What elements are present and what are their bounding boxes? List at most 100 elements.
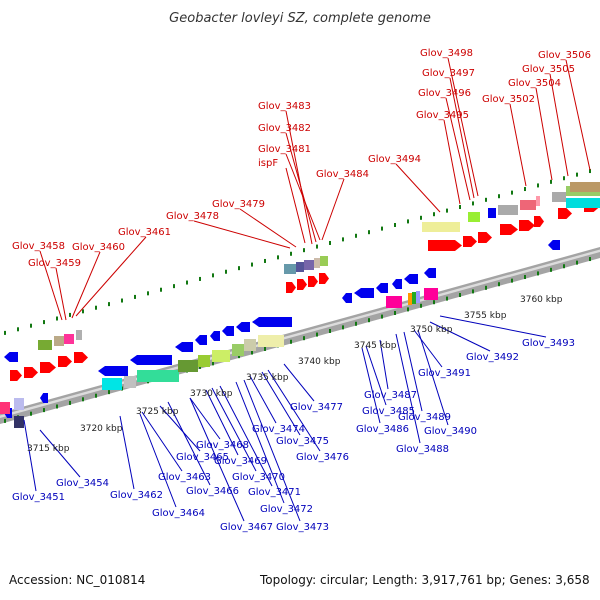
gene-reverse-arrow: [252, 317, 292, 327]
tick-mark-upper: [173, 284, 175, 289]
gene-feature-box: [102, 378, 122, 390]
tick-mark-lower: [43, 408, 45, 413]
leader-line-glov_3451: [23, 419, 37, 492]
gene-label-glov_3488: Glov_3488: [396, 444, 449, 455]
tick-mark-lower: [95, 393, 97, 398]
kbp-tick-label: 3735 kbp: [246, 373, 289, 383]
tick-mark-upper: [563, 176, 565, 181]
tick-mark-lower: [212, 361, 214, 366]
gene-feature-box: [124, 376, 136, 388]
gene-label-glov_3497: Glov_3497: [422, 68, 475, 79]
gene-forward-arrow: [40, 362, 56, 373]
gene-feature-box: [422, 222, 460, 232]
leader-line-glov_3496: [445, 97, 471, 201]
tick-mark-upper: [238, 266, 240, 271]
gene-feature-box: [386, 296, 402, 308]
tick-mark-upper: [459, 205, 461, 210]
tick-mark-upper: [17, 327, 19, 332]
gene-forward-arrow: [478, 232, 492, 243]
gene-feature-box: [408, 293, 412, 305]
tick-mark-upper: [485, 197, 487, 202]
tick-mark-lower: [69, 400, 71, 405]
leader-line-glov_3495: [443, 119, 461, 205]
gene-feature-box: [412, 292, 416, 304]
leader-line-glov_3471: [219, 385, 273, 487]
gene-feature-box: [54, 336, 64, 346]
tick-mark-upper: [134, 294, 136, 299]
gene-label-glov_3461: Glov_3461: [118, 227, 171, 238]
gene-label-glov_3454: Glov_3454: [56, 478, 109, 489]
gene-feature-box: [232, 344, 244, 356]
leader-line-glov_3481: [285, 153, 321, 241]
gene-reverse-arrow: [342, 293, 352, 303]
gene-reverse-arrow: [424, 268, 436, 278]
gene-feature-box: [520, 200, 536, 210]
tick-mark-upper: [355, 233, 357, 238]
gene-reverse-arrow: [210, 331, 220, 341]
tick-mark-upper: [147, 291, 149, 296]
tick-mark-lower: [381, 314, 383, 319]
gene-feature-box: [64, 334, 74, 344]
gene-feature-box: [284, 264, 296, 274]
leader-lines: [23, 57, 591, 522]
gene-forward-arrow: [24, 367, 38, 378]
leader-line-glov_3494: [395, 163, 441, 213]
gene-label-glov_3506: Glov_3506: [538, 50, 591, 61]
leader-line-glov_3478: [193, 220, 291, 249]
leader-line-glov_3493: [439, 315, 547, 338]
gene-label-glov_3475: Glov_3475: [276, 436, 329, 447]
tick-mark-upper: [550, 179, 552, 184]
tick-mark-lower: [290, 339, 292, 344]
kbp-tick-label: 3745 kbp: [354, 341, 397, 351]
tick-mark-lower: [303, 336, 305, 341]
tick-mark-upper: [4, 330, 6, 335]
leader-line-glov_3490: [417, 329, 449, 426]
gene-reverse-arrow: [195, 335, 207, 345]
gene-feature-box: [14, 398, 24, 410]
tick-mark-upper: [498, 194, 500, 199]
gene-label-glov_3471: Glov_3471: [248, 487, 301, 498]
gene-feature-box: [320, 256, 328, 266]
gene-label-glov_3466: Glov_3466: [186, 486, 239, 497]
leader-line-glov_3464: [139, 413, 177, 508]
tick-mark-lower: [355, 321, 357, 326]
tick-mark-upper: [407, 219, 409, 224]
gene-reverse-arrow: [40, 393, 48, 403]
leader-line-glov_3475: [261, 371, 301, 436]
tick-mark-upper: [290, 251, 292, 256]
gene-label-glov_3484: Glov_3484: [316, 169, 369, 180]
leader-line-glov_3489: [403, 331, 423, 412]
gene-feature-box: [566, 198, 600, 208]
gene-reverse-arrow: [354, 288, 374, 298]
tick-mark-upper: [95, 305, 97, 310]
gene-label-glov_3504: Glov_3504: [508, 78, 561, 89]
leader-line-glov_3482: [285, 132, 317, 243]
gene-forward-arrow: [463, 236, 477, 247]
tick-mark-upper: [316, 244, 318, 249]
kbp-tick-label: 3730 kbp: [190, 389, 233, 399]
tick-mark-upper: [69, 312, 71, 317]
gene-feature-box: [258, 335, 284, 347]
gene-label-glov_3494: Glov_3494: [368, 154, 421, 165]
leader-line-glov_3463: [141, 411, 183, 472]
leader-line-glov_3467: [189, 397, 245, 522]
gene-forward-arrow: [428, 240, 462, 251]
gene-label-glov_3489: Glov_3489: [398, 412, 451, 423]
gene-feature-box: [488, 208, 496, 218]
tick-mark-upper: [303, 248, 305, 253]
gene-label-glov_3465: Glov_3465: [176, 452, 229, 463]
gene-reverse-arrow: [98, 366, 128, 376]
gene-label-glov_3483: Glov_3483: [258, 101, 311, 112]
tick-mark-upper: [472, 201, 474, 206]
leader-line-glov_3465: [159, 405, 201, 452]
gene-feature-box: [314, 258, 320, 268]
leader-line-glov_3470: [211, 387, 257, 472]
gene-label-glov_3486: Glov_3486: [356, 424, 409, 435]
tick-mark-lower: [394, 310, 396, 315]
gene-feature-box: [498, 205, 518, 215]
gene-label-glov_3463: Glov_3463: [158, 472, 211, 483]
tick-mark-upper: [576, 172, 578, 177]
tick-mark-upper: [160, 287, 162, 292]
tick-mark-lower: [30, 411, 32, 416]
gene-feature-box: [38, 340, 52, 350]
